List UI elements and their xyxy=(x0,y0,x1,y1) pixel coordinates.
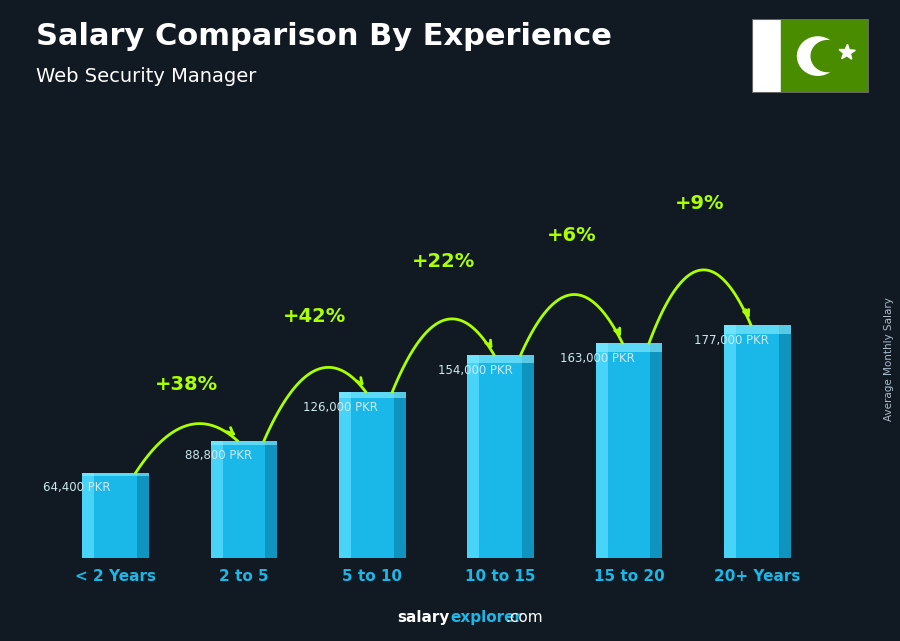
Bar xyxy=(752,19,781,93)
Text: 177,000 PKR: 177,000 PKR xyxy=(694,334,770,347)
FancyBboxPatch shape xyxy=(82,473,149,558)
Text: .com: .com xyxy=(506,610,544,625)
FancyBboxPatch shape xyxy=(211,441,277,445)
FancyBboxPatch shape xyxy=(211,441,222,558)
FancyBboxPatch shape xyxy=(82,473,149,476)
Circle shape xyxy=(811,40,844,72)
Text: +6%: +6% xyxy=(546,226,597,245)
FancyBboxPatch shape xyxy=(467,355,480,558)
Text: 88,800 PKR: 88,800 PKR xyxy=(184,449,252,462)
FancyBboxPatch shape xyxy=(651,343,662,558)
FancyBboxPatch shape xyxy=(596,343,662,352)
Polygon shape xyxy=(839,44,855,59)
FancyBboxPatch shape xyxy=(467,355,534,558)
Text: explorer: explorer xyxy=(450,610,522,625)
FancyBboxPatch shape xyxy=(393,392,406,558)
Text: +42%: +42% xyxy=(284,308,346,326)
Text: Web Security Manager: Web Security Manager xyxy=(36,67,256,87)
Text: Salary Comparison By Experience: Salary Comparison By Experience xyxy=(36,22,612,51)
Text: Average Monthly Salary: Average Monthly Salary xyxy=(884,297,894,421)
Bar xyxy=(781,19,868,93)
Text: +9%: +9% xyxy=(675,194,724,213)
FancyBboxPatch shape xyxy=(137,473,149,558)
FancyBboxPatch shape xyxy=(778,324,791,558)
Text: 126,000 PKR: 126,000 PKR xyxy=(302,401,378,414)
FancyBboxPatch shape xyxy=(724,324,736,558)
Text: salary: salary xyxy=(398,610,450,625)
FancyBboxPatch shape xyxy=(596,343,608,558)
Circle shape xyxy=(797,37,838,75)
FancyBboxPatch shape xyxy=(522,355,534,558)
FancyBboxPatch shape xyxy=(724,324,791,334)
FancyBboxPatch shape xyxy=(211,441,277,558)
FancyBboxPatch shape xyxy=(339,392,406,558)
FancyBboxPatch shape xyxy=(467,355,534,363)
Text: 154,000 PKR: 154,000 PKR xyxy=(437,364,512,377)
Text: +38%: +38% xyxy=(155,375,218,394)
FancyBboxPatch shape xyxy=(724,324,791,558)
FancyBboxPatch shape xyxy=(82,473,94,558)
FancyBboxPatch shape xyxy=(596,343,662,558)
FancyBboxPatch shape xyxy=(339,392,406,398)
FancyBboxPatch shape xyxy=(339,392,351,558)
FancyBboxPatch shape xyxy=(266,441,277,558)
Text: 163,000 PKR: 163,000 PKR xyxy=(560,353,634,365)
Text: +22%: +22% xyxy=(411,252,475,271)
Text: 64,400 PKR: 64,400 PKR xyxy=(43,481,111,494)
